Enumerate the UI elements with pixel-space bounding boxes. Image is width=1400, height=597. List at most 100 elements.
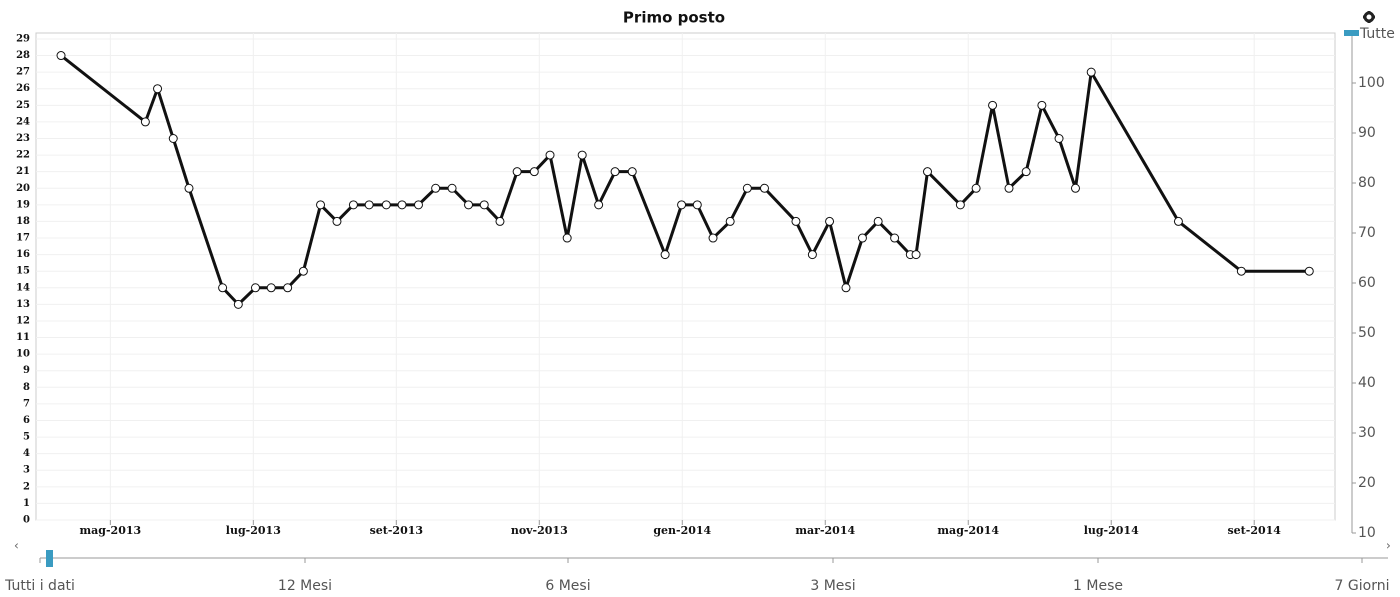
y-tick-label: 12 [16, 315, 30, 326]
y-tick-label: 22 [16, 150, 30, 161]
point [364, 200, 374, 210]
range-tick-label: 80 [1358, 175, 1376, 191]
y-tick-label: 24 [16, 116, 30, 127]
y-tick-label: 10 [16, 349, 30, 360]
point [298, 266, 308, 276]
point [332, 216, 342, 226]
point [184, 183, 194, 193]
point [447, 183, 457, 193]
range-slider-handle[interactable] [1344, 30, 1359, 36]
point [627, 167, 637, 177]
point [890, 233, 900, 243]
point [413, 200, 423, 210]
point [708, 233, 718, 243]
zoom-label[interactable]: 1 Mese [1073, 578, 1123, 594]
point [1304, 266, 1314, 276]
zoom-slider-handle[interactable] [46, 550, 53, 567]
y-tick-label: 26 [16, 83, 30, 94]
x-tick-label: set-2013 [370, 524, 423, 537]
y-tick-label: 9 [23, 365, 30, 376]
zoom-label[interactable]: 7 Giorni [1335, 578, 1390, 594]
y-tick-label: 3 [23, 465, 30, 476]
point [233, 299, 243, 309]
point [955, 200, 965, 210]
y-tick-label: 4 [23, 448, 30, 459]
point [1004, 183, 1014, 193]
zoom-label[interactable]: Tutti i dati [4, 578, 75, 594]
point [168, 133, 178, 143]
y-tick-label: 15 [16, 266, 30, 277]
y-tick-label: 0 [23, 515, 30, 526]
y-tick-label: 14 [16, 282, 30, 293]
point [873, 216, 883, 226]
y-tick-label: 28 [16, 50, 30, 61]
y-tick-label: 27 [16, 67, 30, 78]
zoom-label[interactable]: 6 Mesi [545, 578, 590, 594]
x-tick-label: lug-2013 [226, 524, 281, 537]
y-tick-label: 13 [16, 299, 30, 310]
point [153, 84, 163, 94]
point [807, 250, 817, 260]
point [529, 167, 539, 177]
point [742, 183, 752, 193]
point [283, 283, 293, 293]
y-tick-label: 6 [23, 415, 30, 426]
point [692, 200, 702, 210]
point [348, 200, 358, 210]
point [1054, 133, 1064, 143]
scroll-right[interactable]: › [1386, 539, 1391, 553]
range-tick-label: 60 [1358, 275, 1376, 291]
point [988, 100, 998, 110]
settings-icon-ring[interactable] [1363, 11, 1375, 23]
y-tick-label: 25 [16, 100, 30, 111]
zoom-label[interactable]: 12 Mesi [278, 578, 332, 594]
point [1037, 100, 1047, 110]
point [316, 200, 326, 210]
point [464, 200, 474, 210]
range-slider-label: Tutte [1359, 26, 1395, 42]
x-tick-label: nov-2013 [511, 524, 568, 537]
point [56, 51, 66, 61]
point [1236, 266, 1246, 276]
zoom-label[interactable]: 3 Mesi [810, 578, 855, 594]
point [759, 183, 769, 193]
x-tick-label: mar-2014 [795, 524, 855, 537]
range-tick-label: 20 [1358, 475, 1376, 491]
y-tick-label: 8 [23, 382, 30, 393]
range-tick-label: 30 [1358, 425, 1376, 441]
y-tick-label: 11 [16, 332, 30, 343]
point [512, 167, 522, 177]
point [1173, 216, 1183, 226]
y-tick-label: 21 [16, 166, 30, 177]
point [594, 200, 604, 210]
point [1021, 167, 1031, 177]
range-tick-label: 10 [1358, 525, 1376, 541]
point [381, 200, 391, 210]
point [857, 233, 867, 243]
point [562, 233, 572, 243]
point [545, 150, 555, 160]
y-tick-label: 5 [23, 432, 30, 443]
range-tick-label: 100 [1358, 75, 1385, 91]
scroll-left[interactable]: ‹ [14, 539, 19, 553]
point [495, 216, 505, 226]
line [60, 54, 1310, 306]
y-tick-label: 17 [16, 233, 30, 244]
x-tick-label: lug-2014 [1084, 524, 1139, 537]
x-tick-label: gen-2014 [653, 524, 711, 537]
range-tick-label: 50 [1358, 325, 1376, 341]
y-tick-label: 18 [16, 216, 30, 227]
plot-frame [35, 32, 1336, 521]
chart-title: Primo posto [623, 9, 725, 27]
point [791, 216, 801, 226]
x-tick-label: mag-2013 [80, 524, 142, 537]
range-tick-label: 70 [1358, 225, 1376, 241]
point [610, 167, 620, 177]
y-tick-label: 7 [23, 398, 30, 409]
range-tick-label: 40 [1358, 375, 1376, 391]
y-tick-label: 16 [16, 249, 30, 260]
y-tick-label: 19 [16, 199, 30, 210]
point [841, 283, 851, 293]
y-tick-label: 20 [16, 183, 30, 194]
